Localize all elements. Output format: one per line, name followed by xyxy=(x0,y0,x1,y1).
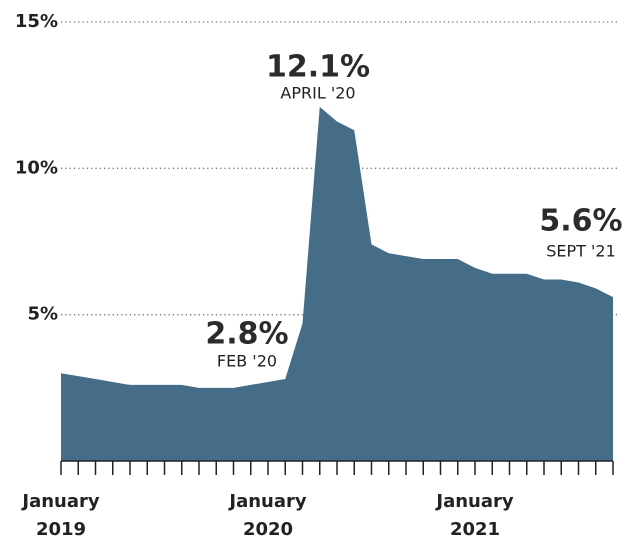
annotation-date: FEB '20 xyxy=(217,352,277,371)
y-tick-label: 5% xyxy=(27,304,58,325)
area xyxy=(61,106,613,461)
annotation-date: SEPT '21 xyxy=(546,242,616,261)
annotation-date: APRIL '20 xyxy=(280,84,355,103)
x-tick-label: January 2021 xyxy=(436,491,514,538)
annotation-value: 2.8% xyxy=(205,317,288,352)
annotation-value: 5.6% xyxy=(539,204,622,239)
y-tick-label: 10% xyxy=(15,157,58,178)
x-tick-label: January 2020 xyxy=(229,491,307,538)
annotation-value: 12.1% xyxy=(266,50,370,85)
x-tick-label: January 2019 xyxy=(22,491,100,538)
y-tick-label: 15% xyxy=(15,11,58,32)
